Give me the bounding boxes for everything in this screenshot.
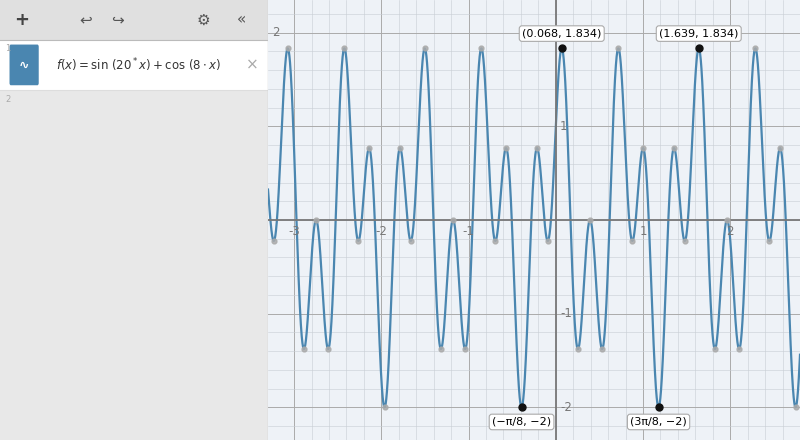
Text: 1: 1	[6, 44, 10, 53]
Text: 2: 2	[726, 225, 734, 238]
Text: (1.639, 1.834): (1.639, 1.834)	[659, 29, 738, 39]
Text: 1: 1	[560, 120, 568, 133]
Text: -2: -2	[560, 401, 572, 414]
Text: (3π/8, −2): (3π/8, −2)	[630, 417, 687, 427]
Text: ∿: ∿	[19, 59, 30, 71]
Text: (−π/8, −2): (−π/8, −2)	[492, 417, 551, 427]
Text: $f(x) = \sin\,(20^*x) + \cos\,(8 \cdot x)$: $f(x) = \sin\,(20^*x) + \cos\,(8 \cdot x…	[56, 56, 222, 73]
Text: «: «	[237, 12, 246, 27]
FancyBboxPatch shape	[0, 0, 268, 40]
Text: 2: 2	[560, 26, 568, 39]
Text: ×: ×	[246, 57, 258, 73]
Text: -2: -2	[375, 225, 387, 238]
Text: ⚙: ⚙	[197, 12, 210, 27]
Text: ↪: ↪	[111, 12, 124, 27]
Text: 2: 2	[6, 95, 10, 103]
Text: 2: 2	[272, 26, 280, 39]
Text: -1: -1	[462, 225, 474, 238]
Text: -3: -3	[288, 225, 300, 238]
Text: -1: -1	[560, 307, 572, 320]
Text: +: +	[14, 11, 29, 29]
FancyBboxPatch shape	[0, 40, 268, 90]
Text: 1: 1	[639, 225, 646, 238]
Text: (0.068, 1.834): (0.068, 1.834)	[522, 29, 602, 39]
FancyBboxPatch shape	[10, 44, 38, 85]
Text: ↩: ↩	[79, 12, 92, 27]
